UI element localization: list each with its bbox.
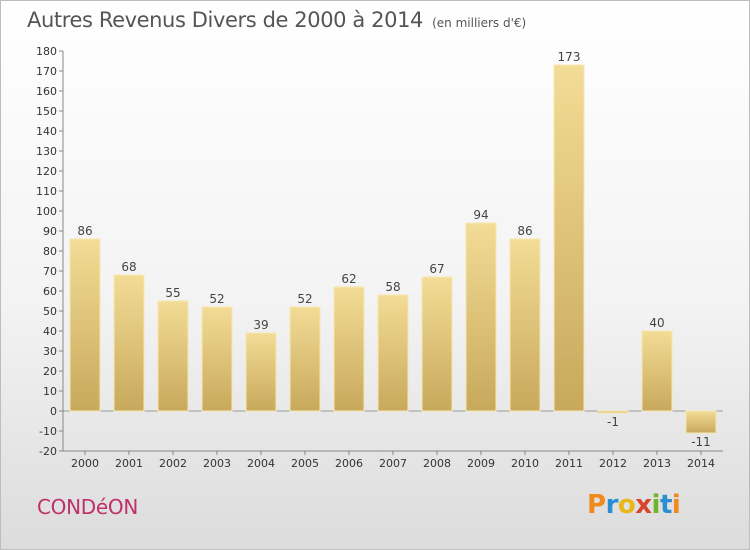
- title-row: Autres Revenus Divers de 2000 à 2014 (en…: [27, 8, 526, 32]
- y-tick-label: 140: [36, 125, 57, 138]
- bar: [333, 286, 365, 412]
- chart-title: Autres Revenus Divers de 2000 à 2014: [27, 8, 424, 32]
- chart-subtitle: (en milliers d'€): [432, 16, 527, 30]
- x-tick-label: 2005: [291, 457, 319, 470]
- bar: [245, 332, 277, 412]
- bar-value-label: 67: [429, 262, 444, 276]
- x-tick-label: 2001: [115, 457, 143, 470]
- y-tick-label: 120: [36, 165, 57, 178]
- bar-value-label: 68: [121, 260, 136, 274]
- y-tick-label: 180: [36, 45, 57, 58]
- bar-value-label: 55: [165, 286, 180, 300]
- x-tick-label: 2002: [159, 457, 187, 470]
- bar: [377, 294, 409, 412]
- proxiti-logo[interactable]: Proxiti: [587, 490, 681, 520]
- logo-letter: r: [605, 490, 619, 520]
- y-tick-label: 170: [36, 65, 57, 78]
- y-tick-label: 20: [43, 365, 57, 378]
- logo-letter: i: [651, 490, 661, 520]
- logo-letter: t: [659, 490, 672, 520]
- bar: [157, 300, 189, 412]
- bar: [113, 274, 145, 412]
- bar-value-label: 52: [209, 292, 224, 306]
- bar-value-label: 62: [341, 272, 356, 286]
- y-tick-label: -10: [39, 425, 57, 438]
- x-tick-label: 2007: [379, 457, 407, 470]
- bar-value-label: 173: [558, 50, 581, 64]
- commune-name: CONDéON: [37, 495, 138, 519]
- bar: [641, 330, 673, 412]
- y-tick-label: 90: [43, 225, 57, 238]
- x-tick-label: 2014: [687, 457, 715, 470]
- bar: [553, 64, 585, 412]
- y-tick-label: -20: [39, 445, 57, 458]
- logo-letter: x: [635, 490, 652, 520]
- x-tick-label: 2011: [555, 457, 583, 470]
- y-tick-label: 60: [43, 285, 57, 298]
- bar: [289, 306, 321, 412]
- y-tick-label: 130: [36, 145, 57, 158]
- bar: [509, 238, 541, 412]
- bar: [201, 306, 233, 412]
- x-tick-label: 2006: [335, 457, 363, 470]
- bar-value-label: 58: [385, 280, 400, 294]
- y-tick-label: 10: [43, 385, 57, 398]
- x-tick-label: 2008: [423, 457, 451, 470]
- bar-value-label: 94: [473, 208, 488, 222]
- x-tick-label: 2000: [71, 457, 99, 470]
- bar-value-label: 86: [517, 224, 532, 238]
- x-tick-label: 2012: [599, 457, 627, 470]
- bar-value-label: 39: [253, 318, 268, 332]
- logo-letter: o: [617, 490, 636, 520]
- y-tick-label: 80: [43, 245, 57, 258]
- y-tick-label: 30: [43, 345, 57, 358]
- y-tick-label: 150: [36, 105, 57, 118]
- y-tick-label: 50: [43, 305, 57, 318]
- bar-value-label: 86: [77, 224, 92, 238]
- bar: [597, 410, 629, 414]
- bar: [685, 410, 717, 434]
- y-tick-label: 110: [36, 185, 57, 198]
- bar-value-label: -1: [607, 415, 619, 429]
- x-tick-label: 2009: [467, 457, 495, 470]
- y-tick-label: 100: [36, 205, 57, 218]
- bar-value-label: 52: [297, 292, 312, 306]
- logo-letter: i: [671, 490, 681, 520]
- bar: [465, 222, 497, 412]
- bar: [69, 238, 101, 412]
- bar-value-label: 40: [649, 316, 664, 330]
- y-tick-label: 40: [43, 325, 57, 338]
- x-tick-label: 2004: [247, 457, 275, 470]
- bar: [421, 276, 453, 412]
- logo-letter: P: [587, 490, 606, 520]
- y-tick-label: 0: [50, 405, 57, 418]
- x-tick-label: 2013: [643, 457, 671, 470]
- bar-value-label: -11: [691, 435, 711, 449]
- x-tick-label: 2010: [511, 457, 539, 470]
- x-tick-label: 2003: [203, 457, 231, 470]
- y-tick-label: 160: [36, 85, 57, 98]
- y-tick-label: 70: [43, 265, 57, 278]
